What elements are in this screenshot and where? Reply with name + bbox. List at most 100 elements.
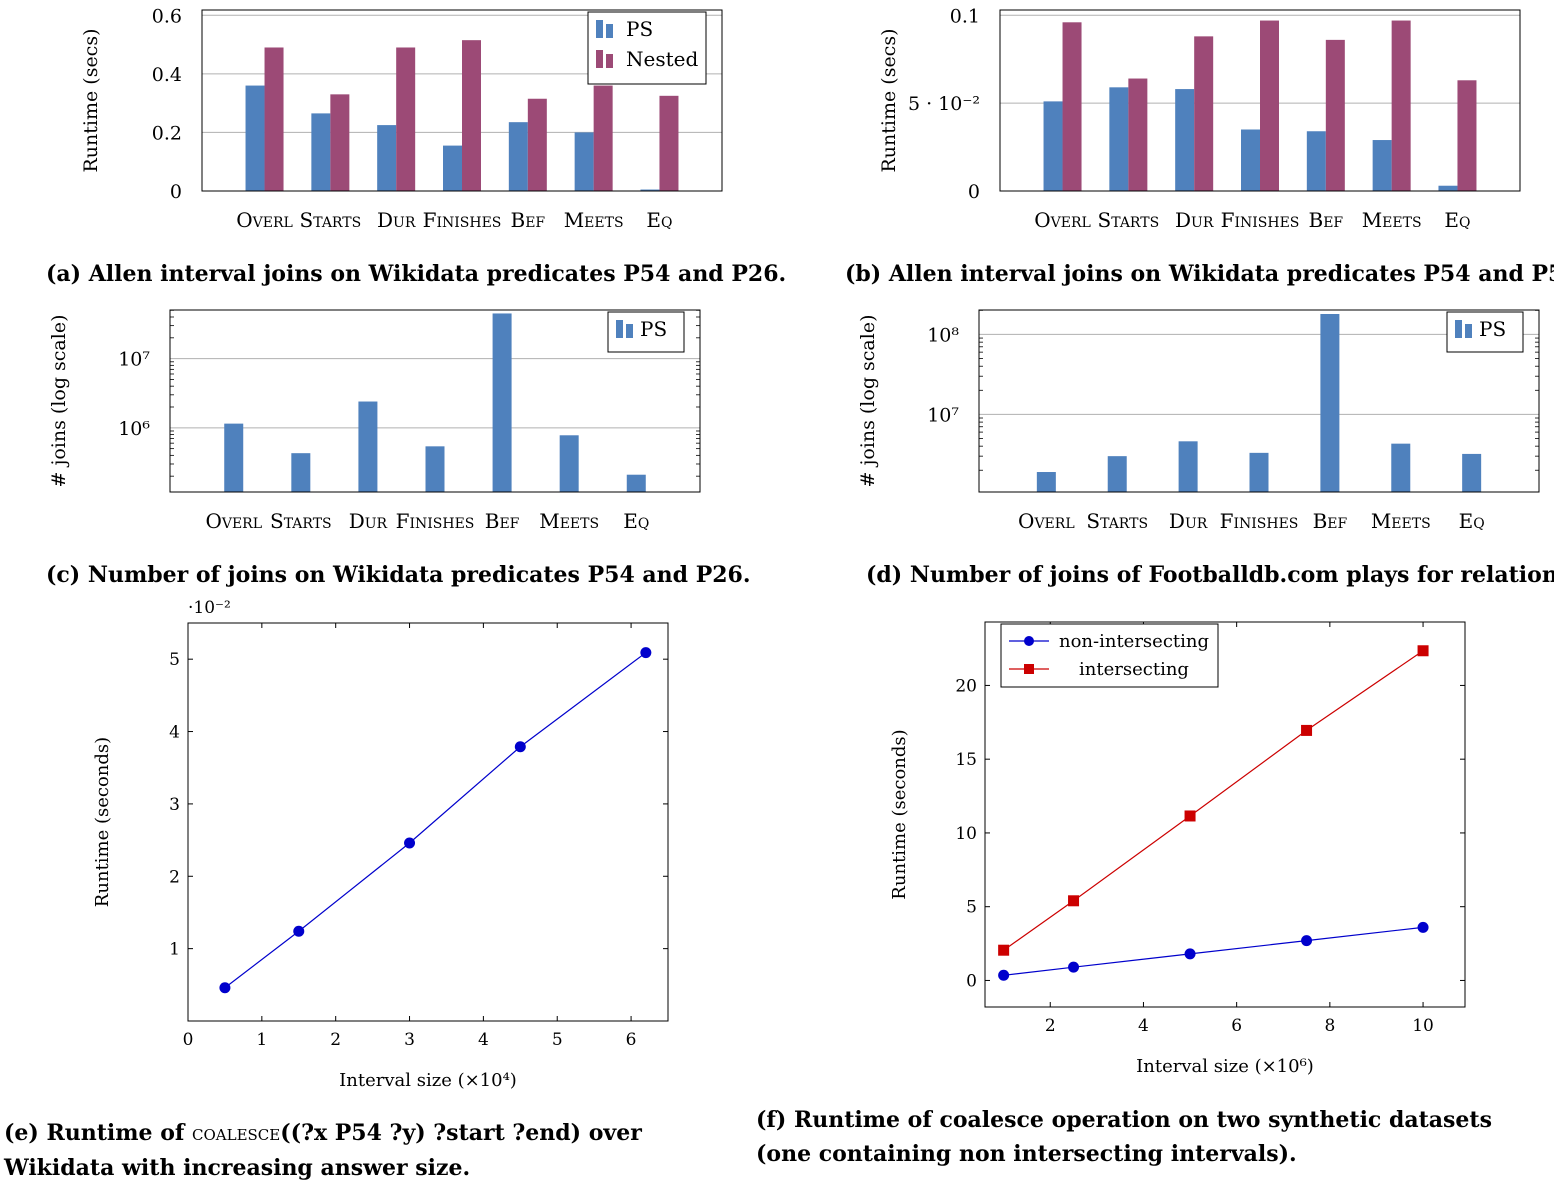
- plot-frame: [999, 9, 1521, 192]
- x-tick-label: Overl: [1034, 208, 1091, 232]
- bar-ps-starts: [311, 113, 331, 191]
- bar-nested-overl: [264, 47, 284, 191]
- caption-f: (f) Runtime of coalesce operation on two…: [756, 1103, 1492, 1171]
- caption-a: (a) Allen interval joins on Wikidata pre…: [46, 261, 787, 287]
- bar-ps-dur: [1178, 441, 1198, 492]
- bar-ps-eq: [1438, 185, 1458, 191]
- bar-ps-bef: [508, 122, 528, 191]
- legend-swatch: [606, 54, 613, 68]
- data-point-intersecting: [1417, 645, 1429, 657]
- bar-nested-eq: [1457, 80, 1477, 191]
- data-point-runtime: [219, 982, 231, 994]
- bar-nested-finishes: [1260, 20, 1279, 192]
- x-tick-label: Starts: [1098, 208, 1160, 232]
- bar-ps-bef: [1320, 313, 1340, 492]
- legend-label: PS: [1479, 317, 1506, 341]
- x-tick-label: Meets: [1371, 509, 1431, 533]
- y-axis-label: # joins (log scale): [857, 315, 879, 488]
- y-axis-label: Runtime (seconds): [92, 737, 113, 907]
- series-line-non-intersecting: [1003, 926, 1424, 976]
- x-axis-label: Interval size (×10⁶): [1136, 1056, 1314, 1077]
- legend-swatch: [596, 50, 603, 68]
- bar-ps-finishes: [1249, 452, 1269, 492]
- legend-box: [1000, 623, 1219, 688]
- x-tick-label: Finishes: [396, 509, 475, 533]
- bar-ps-dur: [358, 401, 378, 492]
- y-tick-label: 0.4: [152, 64, 182, 86]
- y-tick-label: 5 · 10⁻²: [908, 93, 980, 115]
- y-tick-label: 10⁸: [927, 324, 959, 346]
- y-tick-label: 0: [966, 971, 977, 991]
- legend-swatch: [606, 24, 613, 38]
- data-point-intersecting: [1301, 724, 1313, 736]
- bar-nested-starts: [1128, 78, 1148, 191]
- caption-c: (c) Number of joins on Wikidata predicat…: [46, 562, 751, 588]
- y-tick-label: 1: [169, 940, 180, 960]
- x-tick-label: Bef: [1313, 509, 1348, 533]
- y-tick-label: 0.1: [950, 5, 980, 27]
- data-point-intersecting: [1068, 895, 1080, 907]
- x-tick-label: 10: [1412, 1016, 1434, 1036]
- x-tick-label: Overl: [236, 208, 293, 232]
- bar-ps-dur: [377, 125, 397, 191]
- x-tick-label: Eq: [1459, 509, 1485, 533]
- bar-nested-meets: [593, 85, 613, 191]
- bar-ps-overl: [224, 423, 244, 492]
- data-point-non-intersecting: [998, 969, 1010, 981]
- legend-label: PS: [640, 317, 667, 341]
- x-tick-label: Overl: [205, 509, 262, 533]
- legend-swatch: [616, 320, 623, 338]
- bar-ps-meets: [1391, 443, 1411, 492]
- data-point-runtime: [293, 925, 305, 937]
- x-tick-label: Eq: [646, 208, 672, 232]
- legend-label: non-intersecting: [1059, 631, 1209, 652]
- legend-marker: [1024, 636, 1034, 646]
- bar-ps-eq: [640, 189, 660, 191]
- bar-ps-meets: [574, 132, 594, 191]
- bar-ps-eq: [626, 474, 646, 492]
- caption-e-line2: Wikidata with increasing answer size.: [4, 1155, 471, 1181]
- bar-ps-dur: [1175, 89, 1195, 191]
- x-tick-label: Dur: [349, 509, 388, 533]
- chart-f: 2 4 6 8 10 0 5 10 15 20 Interval size (×10⁶) Runtim…: [889, 621, 1466, 1077]
- y-tick-label: 4: [169, 723, 180, 743]
- bar-nested-eq: [659, 95, 679, 191]
- x-tick-label: Meets: [1362, 208, 1422, 232]
- bar-ps-finishes: [425, 446, 445, 492]
- x-tick-label: Finishes: [1220, 509, 1299, 533]
- caption-e-part1: (e) Runtime of: [4, 1120, 185, 1146]
- x-tick-label: Eq: [1444, 208, 1470, 232]
- y-axis-label: Runtime (secs): [80, 28, 102, 172]
- data-point-non-intersecting: [1301, 935, 1313, 947]
- legend-marker: [1024, 664, 1034, 674]
- legend-label: Nested: [626, 47, 698, 71]
- bar-ps-eq: [1462, 453, 1482, 492]
- bar-ps-overl: [1043, 101, 1063, 191]
- x-tick-label: 2: [330, 1030, 341, 1050]
- plot-frame: [187, 622, 669, 1022]
- caption-e-part2: ((?x P54 ?y) ?start ?end) over: [280, 1120, 642, 1146]
- chart-c: 10⁶ 10⁷ Overl Starts Dur Finishes Bef Meets Eq # …: [48, 309, 701, 533]
- data-point-intersecting: [1184, 810, 1196, 822]
- bar-nested-finishes: [462, 40, 481, 191]
- x-tick-label: 6: [1231, 1016, 1242, 1036]
- y-axis-label: Runtime (seconds): [889, 729, 910, 899]
- plot-frame: [978, 309, 1540, 493]
- x-tick-label: 4: [478, 1030, 489, 1050]
- bar-ps-starts: [291, 453, 311, 492]
- caption-f-line2: (one containing non intersecting interva…: [756, 1141, 1297, 1167]
- chart-b: 0 5 · 10⁻² 0.1 Overl Starts Dur Finishes Bef Mee…: [878, 5, 1521, 232]
- y-tick-label: 0: [170, 181, 182, 203]
- data-point-runtime: [514, 741, 526, 753]
- bar-nested-bef: [527, 98, 547, 191]
- data-point-runtime: [640, 647, 652, 659]
- x-tick-label: Starts: [300, 208, 362, 232]
- data-point-non-intersecting: [1068, 961, 1080, 973]
- y-tick-label: 2: [169, 867, 180, 887]
- data-point-runtime: [404, 837, 416, 849]
- caption-d: (d) Number of joins of Footballdb.com pl…: [866, 562, 1554, 588]
- chart-e: 0 1 2 3 4 5 6 1 2 3 4 5 ·10⁻² Interval size (×10⁴) Run…: [92, 598, 669, 1091]
- x-tick-label: Bef: [485, 509, 520, 533]
- y-tick-label: 20: [955, 676, 977, 696]
